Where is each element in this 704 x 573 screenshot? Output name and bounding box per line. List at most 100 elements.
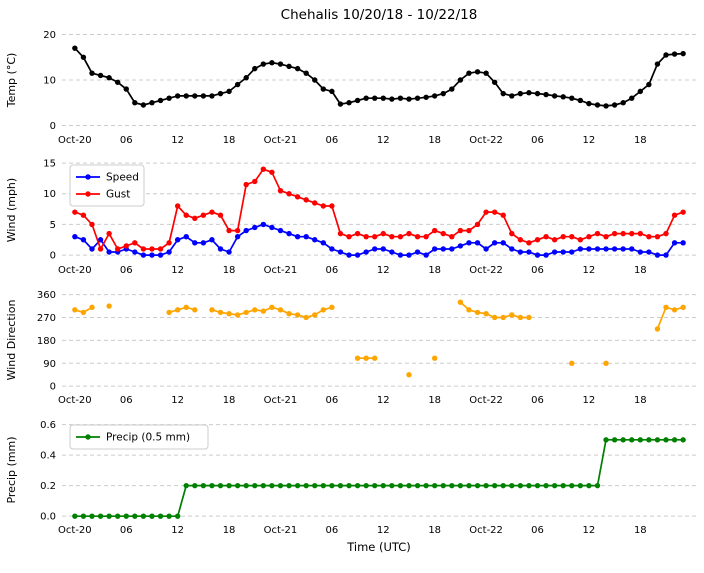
data-point <box>174 203 181 209</box>
data-point <box>217 482 224 489</box>
data-point <box>294 312 301 318</box>
data-point <box>629 95 635 101</box>
y-tick-label: 0.4 <box>40 451 56 462</box>
data-point <box>106 230 112 237</box>
data-point <box>646 81 652 88</box>
data-point <box>637 88 644 95</box>
data-point <box>114 246 121 252</box>
data-point <box>483 70 489 76</box>
data-point <box>466 482 472 489</box>
data-point <box>577 246 584 252</box>
data-point <box>663 52 669 58</box>
data-point <box>569 233 575 240</box>
x-tick-label: 06 <box>326 395 339 406</box>
data-point <box>337 482 344 489</box>
data-point <box>637 437 644 443</box>
data-point <box>346 233 352 240</box>
data-point <box>423 482 429 489</box>
x-tick-label: Oct-22 <box>469 135 503 146</box>
data-point <box>132 100 138 106</box>
data-point <box>560 482 566 489</box>
data-point <box>354 252 361 258</box>
data-point <box>174 513 181 519</box>
data-point <box>320 307 327 313</box>
data-point <box>114 79 121 85</box>
y-axis-label: Precip (mm) <box>5 436 18 503</box>
data-point <box>166 240 172 246</box>
data-point <box>123 513 129 519</box>
data-point <box>132 513 138 519</box>
data-point <box>680 304 686 311</box>
data-point <box>243 181 249 188</box>
data-point <box>466 307 472 313</box>
data-point <box>663 252 669 258</box>
x-tick-label: 06 <box>531 135 544 146</box>
x-tick-label: 12 <box>377 135 390 146</box>
data-point <box>654 437 661 443</box>
data-point <box>320 240 327 246</box>
data-point <box>269 60 275 66</box>
data-point <box>431 93 438 99</box>
data-point <box>337 101 344 107</box>
data-point <box>192 215 198 221</box>
data-point <box>312 77 318 83</box>
data-point <box>397 95 404 101</box>
data-point <box>200 212 207 218</box>
data-point <box>166 249 172 255</box>
data-point <box>551 93 558 99</box>
data-point <box>97 72 104 79</box>
data-point <box>363 233 369 240</box>
data-point <box>252 178 258 185</box>
data-point <box>389 249 395 255</box>
data-point <box>114 513 121 519</box>
data-point <box>646 437 652 443</box>
data-point <box>252 65 258 72</box>
data-point <box>449 233 455 240</box>
x-tick-label: 06 <box>120 135 133 146</box>
data-point <box>354 230 361 237</box>
data-point <box>294 194 301 200</box>
data-point <box>500 314 506 321</box>
data-point <box>337 230 344 237</box>
data-point <box>663 230 669 237</box>
data-point <box>594 482 601 489</box>
x-tick-label: 18 <box>223 525 236 536</box>
data-point <box>569 482 575 489</box>
data-point <box>517 314 524 321</box>
data-point <box>526 482 532 489</box>
data-point <box>483 209 489 215</box>
data-point <box>80 237 87 243</box>
data-point <box>586 246 592 252</box>
data-point <box>603 437 609 443</box>
data-point <box>183 304 189 311</box>
x-tick-label: 18 <box>634 395 647 406</box>
x-tick-label: 06 <box>326 135 339 146</box>
data-point <box>97 246 104 252</box>
legend-sample-marker <box>85 174 91 180</box>
data-point <box>389 482 395 489</box>
data-point <box>269 169 275 175</box>
data-point <box>294 65 301 72</box>
data-point <box>252 307 258 313</box>
x-tick-label: 06 <box>326 525 339 536</box>
data-point <box>132 249 138 255</box>
legend-label: Speed <box>106 172 139 184</box>
data-point <box>260 221 267 228</box>
data-point <box>174 307 181 313</box>
data-point <box>174 93 181 99</box>
data-point <box>560 249 566 255</box>
data-point <box>569 360 575 366</box>
data-point <box>543 482 549 489</box>
data-point <box>312 200 318 206</box>
data-point <box>183 212 189 218</box>
data-point <box>149 513 155 519</box>
x-tick-label: 12 <box>171 265 184 276</box>
data-point <box>123 243 129 249</box>
data-point <box>517 90 524 97</box>
data-point <box>577 97 584 104</box>
subplot-1: 0 5 10 15 Oct-20 06 12 18 Oct-21 06 12 18 Oct-22 06 12… <box>5 159 696 276</box>
data-point <box>380 246 386 252</box>
data-point <box>286 191 292 197</box>
